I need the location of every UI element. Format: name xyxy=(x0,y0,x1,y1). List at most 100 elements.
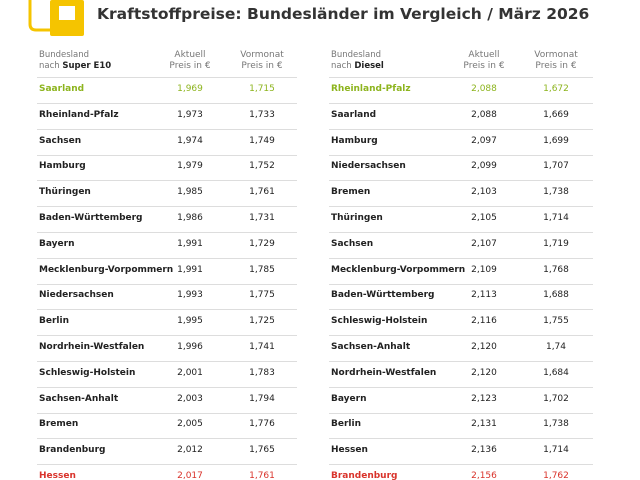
previous-price: 1,761 xyxy=(249,187,275,198)
state-name: Hessen xyxy=(39,471,76,480)
current-price: 1,996 xyxy=(177,342,203,352)
row-divider xyxy=(37,180,297,182)
current-unit: Preis in € xyxy=(463,61,505,71)
state-name: Hamburg xyxy=(39,161,86,172)
title: Kraftstoffpreise: Bundesländer im Vergle… xyxy=(97,5,590,23)
row-divider xyxy=(37,361,297,362)
current-price: 1,979 xyxy=(177,161,203,172)
current-price: 2,120 xyxy=(471,367,497,378)
current-price: 2,012 xyxy=(177,445,203,456)
previous-price: 1,714 xyxy=(543,213,569,223)
current-header: Aktuell Preis in € xyxy=(454,50,514,72)
previous-price: 1,765 xyxy=(249,445,275,456)
state-name: Baden-Württemberg xyxy=(331,290,435,301)
current-price: 2,097 xyxy=(471,135,497,146)
state-name: Bayern xyxy=(331,393,367,404)
previous-price: 1,768 xyxy=(543,264,569,275)
row-divider xyxy=(37,335,297,337)
previous-label: Vormonat xyxy=(240,50,284,60)
current-price: 1,974 xyxy=(177,135,203,146)
current-price: 1,986 xyxy=(177,213,203,223)
current-price: 2,105 xyxy=(471,213,497,223)
current-price: 2,103 xyxy=(471,187,497,198)
previous-price: 1,738 xyxy=(543,187,569,198)
row-divider xyxy=(329,154,593,156)
row-divider xyxy=(329,386,593,388)
state-name: Thüringen xyxy=(331,213,383,223)
current-price: 2,001 xyxy=(177,367,203,378)
row-divider xyxy=(329,232,593,233)
row-divider xyxy=(329,103,593,104)
previous-unit: Preis in € xyxy=(535,61,577,71)
region-label: Bundesland xyxy=(331,50,382,60)
state-name: Baden-Württemberg xyxy=(39,213,143,223)
current-price: 2,131 xyxy=(471,419,497,430)
row-divider xyxy=(37,283,297,285)
row-divider xyxy=(329,128,593,130)
previous-price: 1,752 xyxy=(249,161,275,172)
current-price: 2,113 xyxy=(471,290,497,301)
state-name: Schleswig-Holstein xyxy=(39,367,136,378)
state-name: Sachsen xyxy=(39,135,82,146)
state-name: Mecklenburg-Vorpommern xyxy=(39,264,174,275)
current-price: 2,156 xyxy=(471,471,497,480)
header-divider xyxy=(329,77,593,78)
row-divider xyxy=(329,361,593,362)
state-name: Bremen xyxy=(331,187,371,198)
row-divider xyxy=(329,180,593,182)
state-name: Sachsen xyxy=(331,238,374,249)
current-price: 2,109 xyxy=(471,264,497,275)
current-price: 2,088 xyxy=(471,84,497,94)
current-price: 2,017 xyxy=(177,471,203,480)
fuel-icon xyxy=(28,0,84,36)
state-name: Hessen xyxy=(331,445,368,456)
previous-price: 1,669 xyxy=(543,109,569,120)
previous-header: Vormonat Preis in € xyxy=(232,50,292,72)
region-label: Bundesland xyxy=(39,50,90,60)
previous-label: Vormonat xyxy=(534,50,578,60)
header-divider xyxy=(37,77,297,78)
region-header: Bundesland nach Diesel xyxy=(331,50,384,72)
state-name: Schleswig-Holstein xyxy=(331,316,428,327)
previous-price: 1,719 xyxy=(543,238,569,249)
fuel-name: Diesel xyxy=(354,61,384,71)
previous-price: 1,672 xyxy=(543,84,569,94)
previous-price: 1,688 xyxy=(543,290,569,301)
row-divider xyxy=(37,438,297,440)
previous-price: 1,762 xyxy=(543,471,569,480)
row-divider xyxy=(329,464,593,466)
row-divider xyxy=(329,438,593,440)
state-name: Nordrhein-Westfalen xyxy=(331,367,437,378)
row-divider xyxy=(37,309,297,311)
state-name: Bayern xyxy=(39,238,75,249)
current-price: 2,088 xyxy=(471,109,497,120)
previous-price: 1,776 xyxy=(249,419,275,430)
current-price: 1,995 xyxy=(177,316,203,327)
previous-price: 1,738 xyxy=(543,419,569,430)
current-price: 1,969 xyxy=(177,84,203,94)
previous-price: 1,775 xyxy=(249,290,275,301)
current-price: 2,136 xyxy=(471,445,497,456)
previous-price: 1,74 xyxy=(545,342,567,352)
current-unit: Preis in € xyxy=(169,61,211,71)
previous-price: 1,755 xyxy=(543,316,569,327)
state-name: Saarland xyxy=(331,109,377,120)
state-name: Saarland xyxy=(39,84,85,94)
row-divider xyxy=(329,412,593,414)
current-price: 2,123 xyxy=(471,393,497,404)
state-name: Sachsen-Anhalt xyxy=(39,393,119,404)
state-name: Nordrhein-Westfalen xyxy=(39,342,145,352)
previous-price: 1,785 xyxy=(249,264,275,275)
prefix: nach xyxy=(331,61,352,71)
current-price: 1,991 xyxy=(177,264,203,275)
previous-price: 1,714 xyxy=(543,445,569,456)
row-divider xyxy=(329,335,593,337)
previous-header: Vormonat Preis in € xyxy=(526,50,586,72)
previous-unit: Preis in € xyxy=(241,61,283,71)
prefix: nach xyxy=(39,61,60,71)
row-divider xyxy=(37,128,297,130)
current-price: 1,985 xyxy=(177,187,203,198)
row-divider xyxy=(37,232,297,233)
row-divider xyxy=(37,103,297,104)
state-name: Mecklenburg-Vorpommern xyxy=(331,264,466,275)
